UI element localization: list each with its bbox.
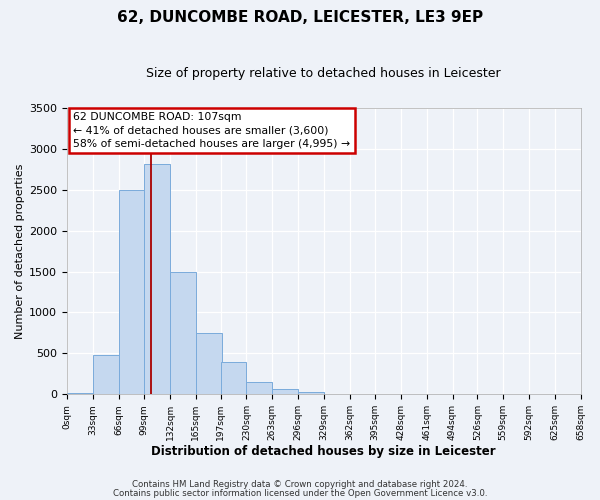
Text: Contains public sector information licensed under the Open Government Licence v3: Contains public sector information licen… bbox=[113, 488, 487, 498]
Bar bbox=[196, 333, 221, 394]
Bar bbox=[170, 272, 196, 394]
X-axis label: Distribution of detached houses by size in Leicester: Distribution of detached houses by size … bbox=[151, 444, 496, 458]
Bar bbox=[93, 356, 119, 394]
Text: 62 DUNCOMBE ROAD: 107sqm
← 41% of detached houses are smaller (3,600)
58% of sem: 62 DUNCOMBE ROAD: 107sqm ← 41% of detach… bbox=[73, 112, 350, 148]
Bar bbox=[272, 388, 298, 394]
Title: Size of property relative to detached houses in Leicester: Size of property relative to detached ho… bbox=[146, 68, 501, 80]
Bar bbox=[221, 362, 247, 394]
Text: 62, DUNCOMBE ROAD, LEICESTER, LE3 9EP: 62, DUNCOMBE ROAD, LEICESTER, LE3 9EP bbox=[117, 10, 483, 25]
Text: Contains HM Land Registry data © Crown copyright and database right 2024.: Contains HM Land Registry data © Crown c… bbox=[132, 480, 468, 489]
Bar bbox=[144, 164, 170, 394]
Bar bbox=[298, 392, 324, 394]
Y-axis label: Number of detached properties: Number of detached properties bbox=[15, 164, 25, 339]
Bar bbox=[247, 382, 272, 394]
Bar bbox=[119, 190, 144, 394]
